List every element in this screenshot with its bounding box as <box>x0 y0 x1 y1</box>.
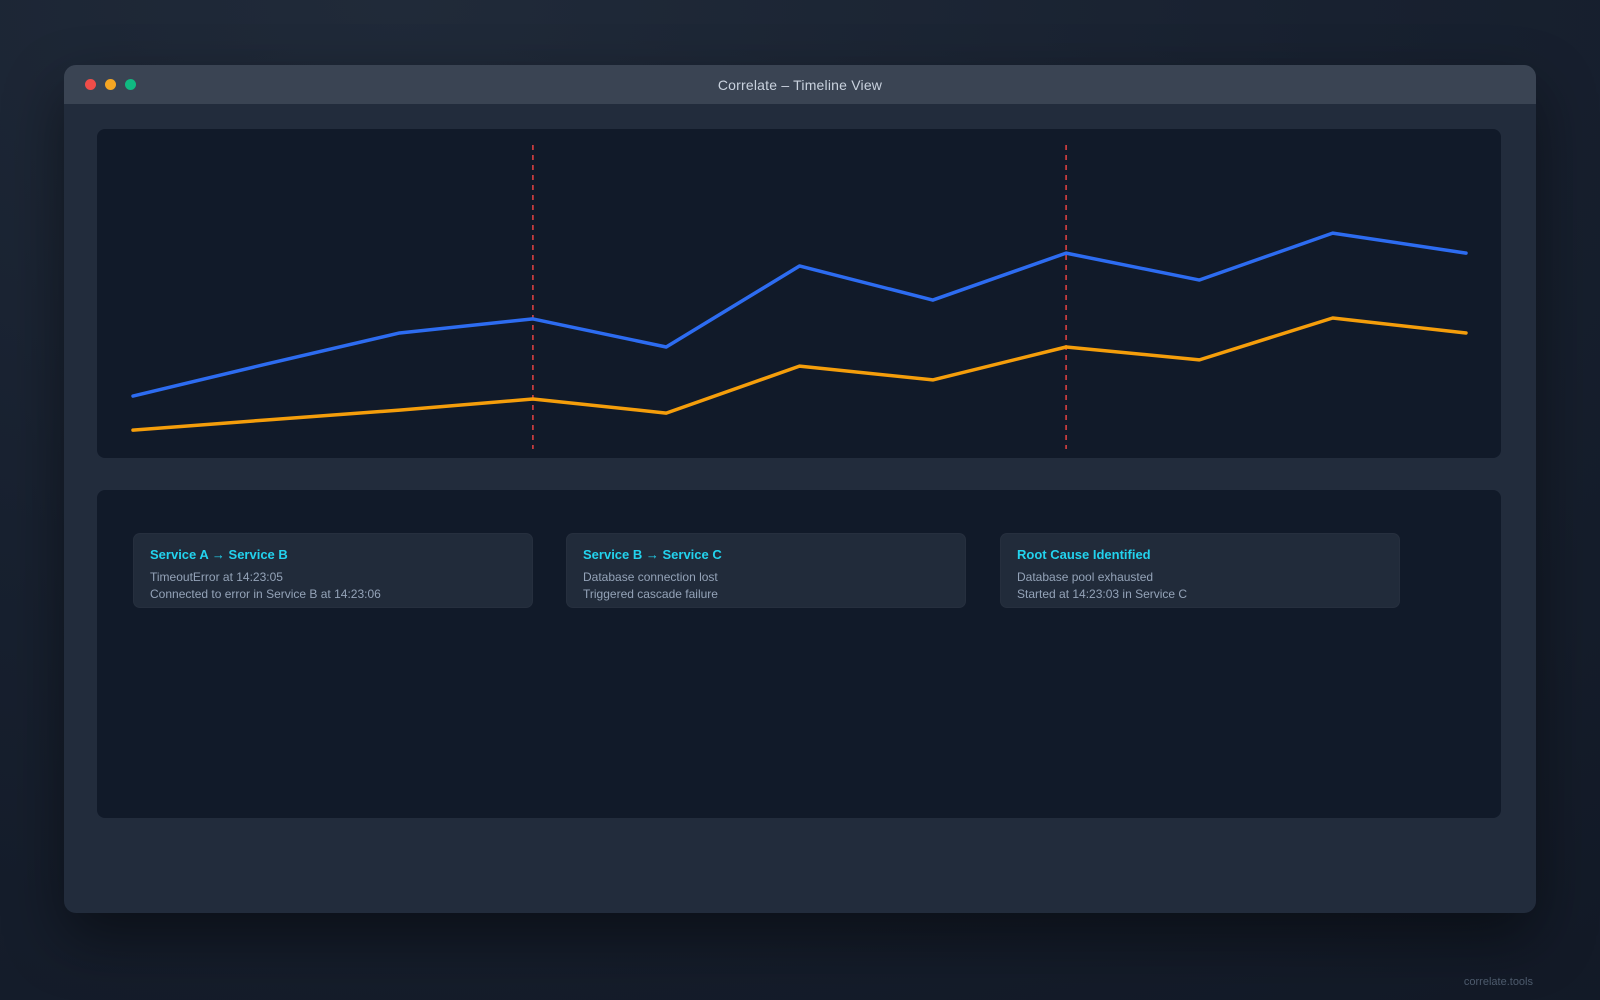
correlation-card[interactable]: Root Cause Identified Database pool exha… <box>1000 533 1400 608</box>
card-title: Service B → Service C <box>583 547 722 562</box>
timeline-chart-panel <box>97 129 1501 458</box>
maximize-button[interactable] <box>125 79 136 90</box>
card-title: Service A → Service B <box>150 547 288 562</box>
minimize-button[interactable] <box>105 79 116 90</box>
card-detail-line: Triggered cascade failure <box>583 586 718 601</box>
traffic-lights <box>85 65 136 104</box>
correlation-card[interactable]: Service A → Service B TimeoutError at 14… <box>133 533 533 608</box>
chart-orange-series-line <box>131 316 1468 432</box>
window-title: Correlate – Timeline View <box>717 76 883 93</box>
timeline-line-chart <box>131 145 1468 449</box>
card-title: Root Cause Identified <box>1017 547 1151 562</box>
card-detail-line: Connected to error in Service B at 14:23… <box>150 586 381 601</box>
card-detail-line: Database connection lost <box>583 570 718 584</box>
correlation-card[interactable]: Service B → Service C Database connectio… <box>566 533 966 608</box>
correlation-cards-panel: Service A → Service B TimeoutError at 14… <box>97 490 1501 818</box>
card-detail-line: TimeoutError at 14:23:05 <box>150 570 283 584</box>
brand-watermark: correlate.tools <box>1463 976 1533 988</box>
card-detail-line: Database pool exhausted <box>1017 570 1154 584</box>
app-window: Correlate – Timeline View Service A → Se… <box>64 65 1536 913</box>
chart-blue-series-line <box>131 231 1468 398</box>
close-button[interactable] <box>85 79 96 90</box>
card-detail-line: Started at 14:23:03 in Service C <box>1017 586 1188 601</box>
titlebar[interactable]: Correlate – Timeline View <box>64 65 1536 104</box>
